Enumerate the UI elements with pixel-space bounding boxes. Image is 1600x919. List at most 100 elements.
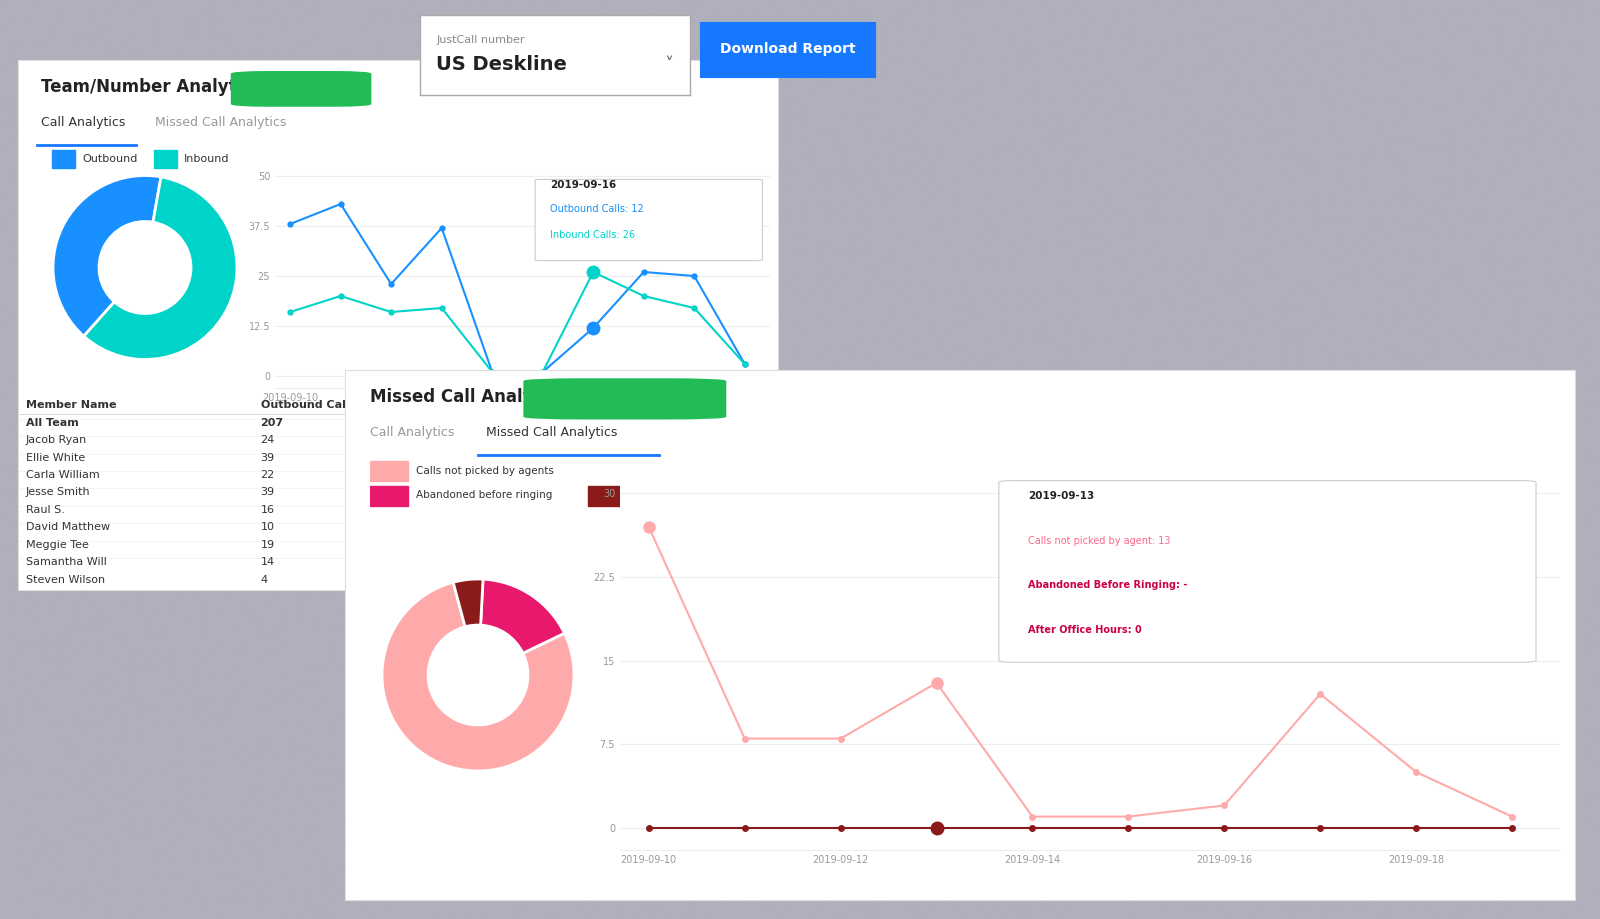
Point <box>1174 814 1200 829</box>
Point <box>222 458 248 472</box>
Point <box>794 571 819 585</box>
Point <box>1134 746 1160 761</box>
Point <box>634 538 659 552</box>
Point <box>589 6 614 20</box>
Point <box>1515 654 1541 669</box>
Point <box>130 727 155 742</box>
Point <box>1373 279 1398 294</box>
Point <box>770 909 795 919</box>
Point <box>1411 887 1437 902</box>
Point <box>1499 615 1525 630</box>
Point <box>50 864 75 879</box>
Point <box>654 197 680 211</box>
Point <box>1205 218 1230 233</box>
Point <box>21 696 46 710</box>
Point <box>1507 10 1533 25</box>
Point <box>155 143 181 158</box>
Point <box>1494 6 1520 20</box>
Point <box>387 283 413 298</box>
Point <box>798 861 824 876</box>
Point <box>1550 268 1576 283</box>
Point <box>202 709 227 724</box>
Point <box>1342 902 1368 916</box>
Point <box>981 108 1006 122</box>
Point <box>427 284 453 299</box>
Point <box>72 815 98 830</box>
Point <box>282 254 307 268</box>
Point <box>1264 603 1290 618</box>
Point <box>1496 896 1522 911</box>
Point <box>1168 500 1194 515</box>
Point <box>1011 829 1037 844</box>
Point <box>462 218 488 233</box>
Point <box>306 657 331 672</box>
Point <box>69 890 94 904</box>
Point <box>112 278 138 292</box>
Point <box>498 91 523 106</box>
Point <box>1450 437 1475 451</box>
Point <box>155 345 181 359</box>
Point <box>1338 450 1363 465</box>
Point <box>486 472 512 487</box>
Point <box>925 212 950 227</box>
Point <box>610 445 635 460</box>
Point <box>1549 890 1574 904</box>
Point <box>1184 702 1210 717</box>
Point <box>854 367 880 381</box>
Point <box>909 85 934 100</box>
Point <box>576 641 602 656</box>
Point <box>390 724 416 739</box>
Point <box>333 774 358 789</box>
Point <box>1043 808 1069 823</box>
Point <box>830 214 856 229</box>
Point <box>1354 866 1379 880</box>
Point <box>578 542 603 557</box>
Point <box>277 445 302 460</box>
Point <box>499 37 525 51</box>
Point <box>946 7 971 22</box>
Point <box>1315 11 1341 26</box>
Point <box>872 250 898 265</box>
Point <box>859 171 885 186</box>
Point <box>298 188 323 203</box>
Point <box>746 257 771 272</box>
Point <box>126 527 152 541</box>
Point <box>0 725 22 740</box>
Point <box>274 304 299 319</box>
Point <box>1221 315 1246 330</box>
Point <box>878 160 904 175</box>
Point <box>294 433 320 448</box>
Point <box>1581 228 1600 243</box>
Point <box>864 259 890 274</box>
Point <box>411 829 437 844</box>
Point <box>1294 573 1320 588</box>
Point <box>202 73 227 87</box>
Point <box>259 696 285 710</box>
Point <box>419 477 445 492</box>
Point <box>256 327 282 342</box>
Point <box>179 19 205 34</box>
Point <box>405 626 430 641</box>
Point <box>427 503 453 517</box>
Point <box>1102 97 1128 112</box>
Point <box>1352 16 1378 30</box>
Point <box>346 797 371 811</box>
Point <box>1341 357 1366 371</box>
Point <box>1314 541 1339 556</box>
Text: Abandoned Before Ringing: -: Abandoned Before Ringing: - <box>1027 580 1187 590</box>
Point <box>576 625 602 640</box>
Point <box>1400 904 1426 919</box>
Point <box>149 243 174 257</box>
Point <box>443 93 469 108</box>
Point <box>200 112 226 127</box>
Point <box>827 494 853 509</box>
Point <box>1368 863 1394 878</box>
Point <box>874 553 899 568</box>
Point <box>1520 755 1546 770</box>
Point <box>314 225 339 240</box>
Point <box>40 398 66 413</box>
Point <box>352 140 378 154</box>
Point <box>1322 650 1347 664</box>
Point <box>38 480 64 494</box>
Point <box>1050 906 1075 919</box>
